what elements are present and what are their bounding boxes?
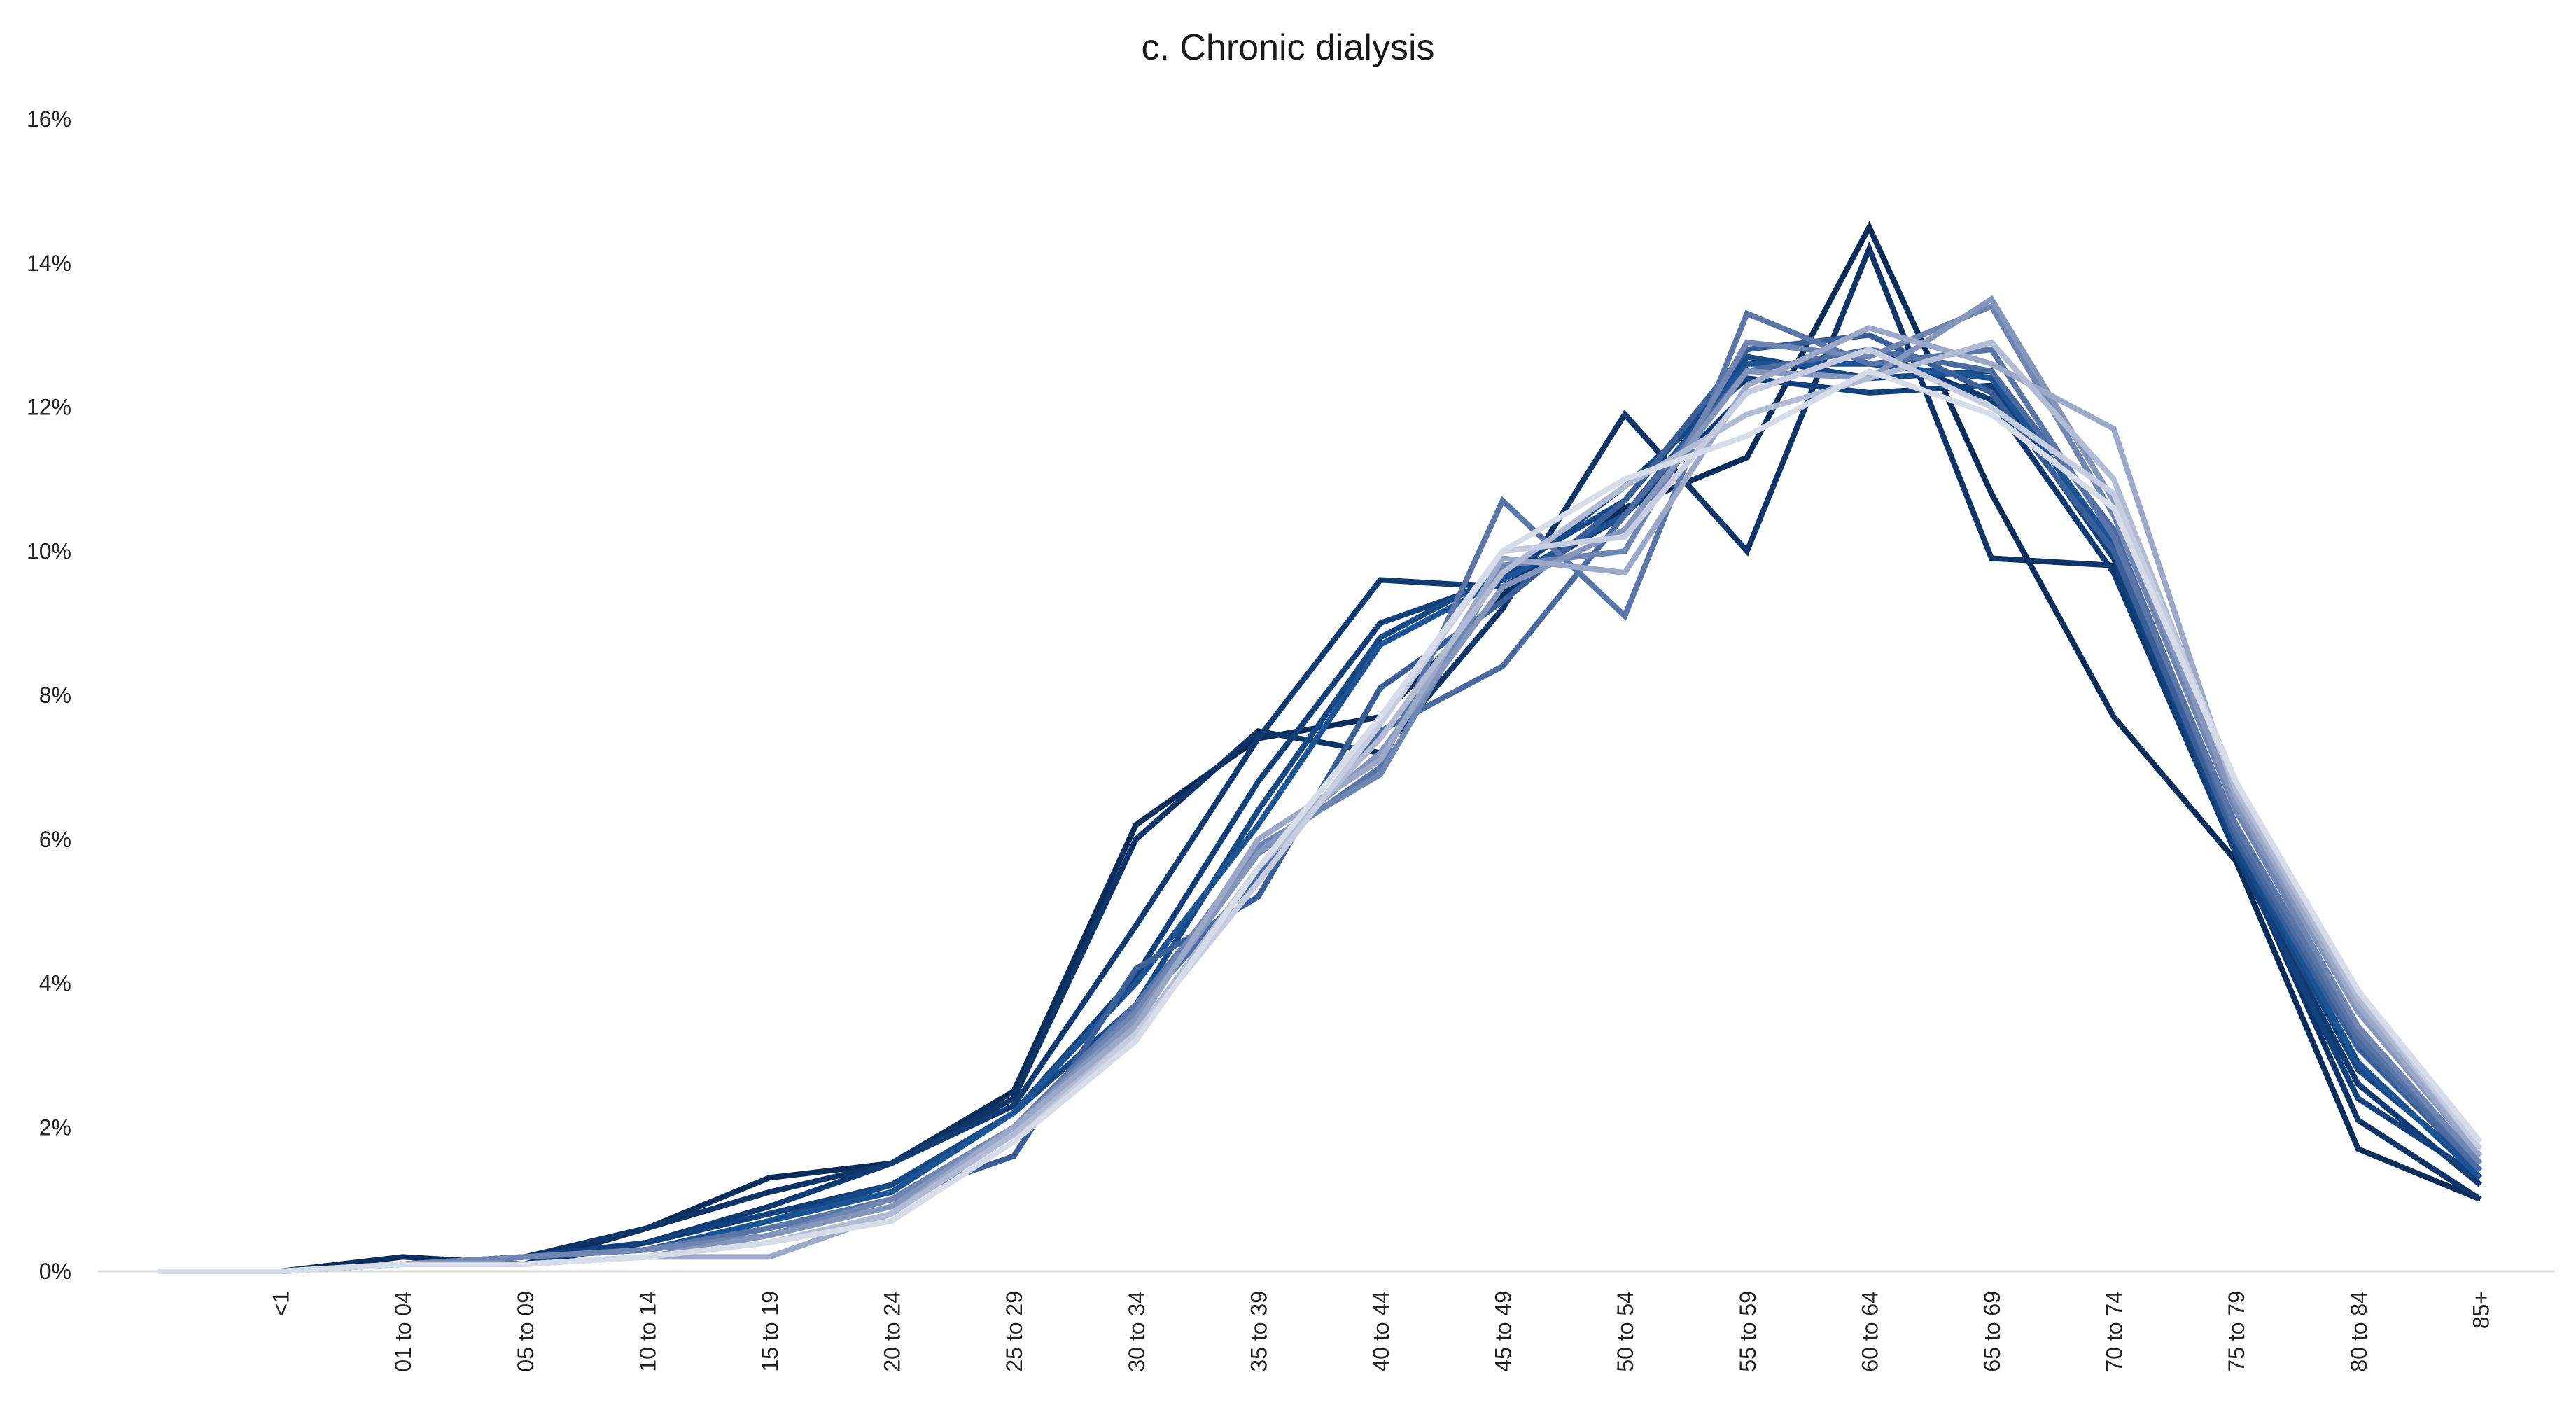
x-tick-label: 40 to 44 [1368, 1291, 1394, 1372]
y-tick-label: 2% [39, 1115, 71, 1140]
x-tick-label: 75 to 79 [2224, 1291, 2249, 1372]
x-tick-label: 25 to 29 [1002, 1291, 1027, 1372]
y-tick-label: 6% [39, 827, 71, 852]
x-tick-label: 50 to 54 [1613, 1291, 1638, 1372]
x-tick-label: 01 to 04 [391, 1291, 416, 1372]
x-tick-label: 15 to 19 [757, 1291, 783, 1372]
y-tick-label: 14% [27, 251, 71, 276]
x-tick-label: 70 to 74 [2102, 1291, 2127, 1372]
series-line [158, 295, 2483, 1274]
x-tick-label: 30 to 34 [1124, 1291, 1149, 1372]
x-tick-label: 85+ [2468, 1291, 2493, 1329]
y-tick-label: 8% [39, 683, 71, 708]
y-tick-label: 16% [27, 106, 71, 132]
x-tick-label: 10 to 14 [635, 1291, 660, 1372]
y-tick-label: 12% [27, 395, 71, 420]
series-line [158, 368, 2483, 1274]
series-line [158, 241, 2482, 1274]
y-tick-label: 0% [39, 1259, 71, 1284]
series-line [158, 221, 2482, 1274]
x-tick-label: <1 [269, 1291, 294, 1316]
y-tick-label: 10% [27, 538, 71, 564]
x-tick-label: 65 to 69 [1980, 1291, 2005, 1372]
x-tick-label: 05 to 09 [513, 1291, 538, 1372]
x-tick-label: 60 to 64 [1857, 1291, 1882, 1372]
x-tick-label: 55 to 59 [1735, 1291, 1760, 1372]
x-tick-label: 45 to 49 [1491, 1291, 1516, 1372]
y-tick-label: 4% [39, 971, 71, 996]
chart-title: c. Chronic dialysis [1141, 27, 1435, 68]
x-tick-label: 80 to 84 [2346, 1291, 2372, 1372]
x-tick-label: 20 to 24 [880, 1291, 905, 1372]
series-line [158, 375, 2482, 1274]
x-tick-label: 35 to 39 [1246, 1291, 1271, 1372]
series-line [158, 354, 2482, 1274]
series-line [158, 361, 2483, 1274]
